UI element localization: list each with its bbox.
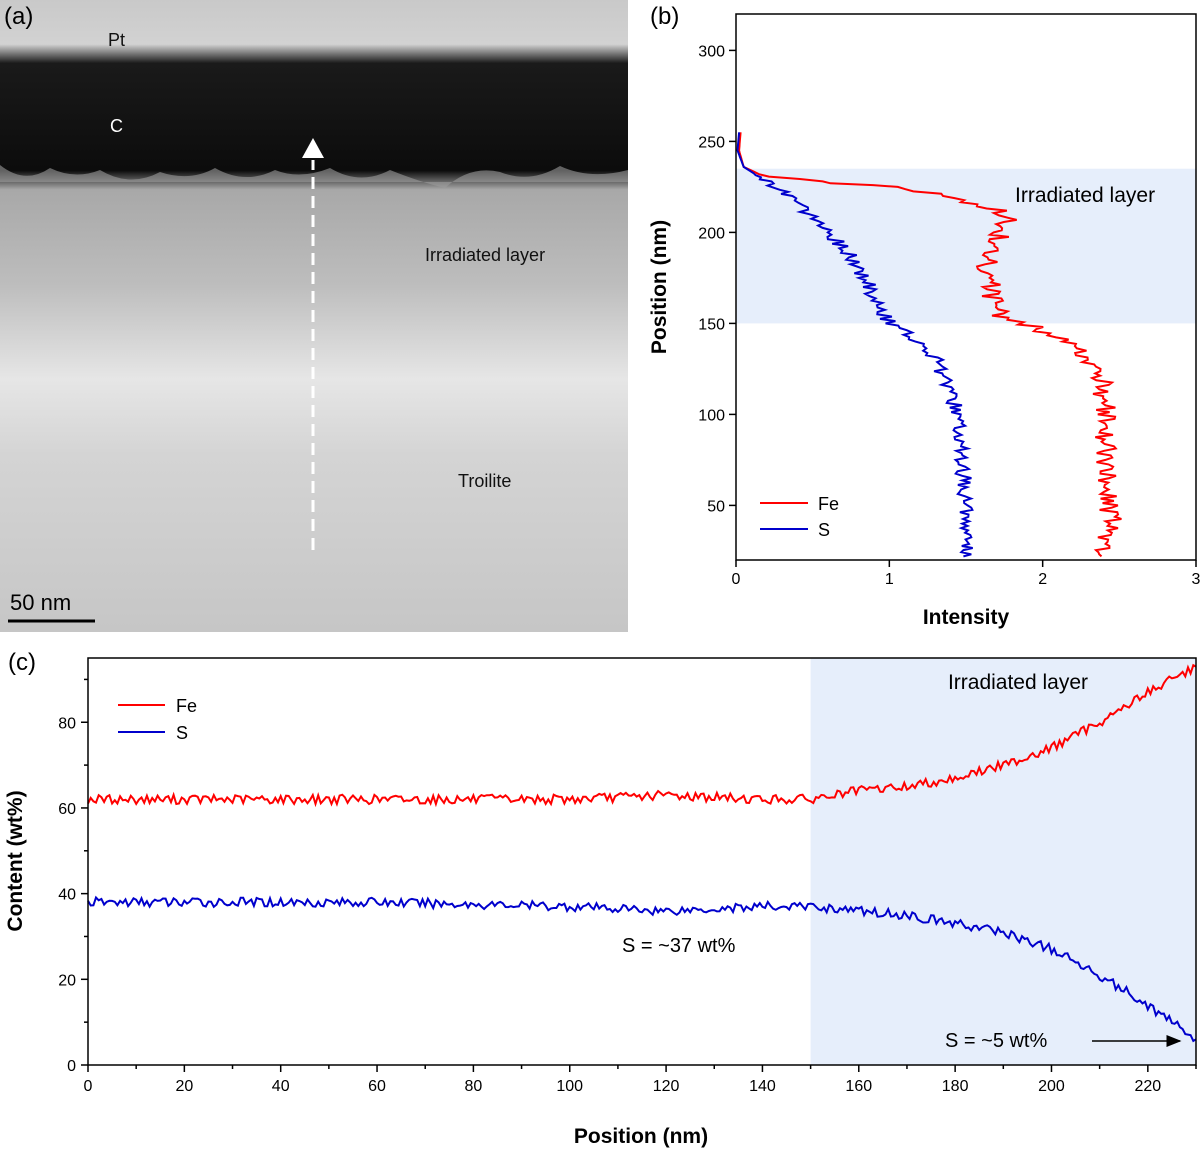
c-ytick-label: 80 [58,715,76,732]
panel-b-label: (b) [650,3,679,30]
pt-label: Pt [108,30,125,50]
c-xtick-label: 160 [845,1078,872,1095]
b-xtick-label: 0 [732,571,741,588]
c-legend-s: S [176,723,188,743]
c-xtick-label: 180 [942,1078,969,1095]
carbon-layer-edge [0,165,628,188]
c-legend-fe: Fe [176,696,197,716]
scale-bar-label: 50 nm [10,590,71,615]
b-ytick-label: 50 [707,498,725,515]
c-annotation-s5: S = ~5 wt% [945,1030,1047,1052]
c-band-label: Irradiated layer [948,671,1088,694]
b-ytick-label: 100 [698,407,725,424]
panel-b: (b) Irradiated layer 0 1 2 3 50 100 150 200 250 3… [648,3,1200,629]
c-xlabel: Position (nm) [574,1125,708,1148]
b-ytick-label: 150 [698,316,725,333]
b-xtick-label: 1 [885,571,894,588]
b-band-label: Irradiated layer [1015,184,1155,207]
c-xtick-label: 100 [556,1078,583,1095]
c-ticks: 0 20 40 60 80 100 120 140 160 180 200 220 0 20 40 60 80 [58,678,1197,1095]
c-ytick-label: 40 [58,887,76,904]
c-band [810,658,1196,1065]
c-xtick-label: 140 [749,1078,776,1095]
b-legend-fe: Fe [818,494,839,514]
panel-c: (c) Irradiated layer 0 20 40 60 80 100 120 140 1… [4,649,1197,1148]
c-xtick-label: 40 [272,1078,290,1095]
troilite-label: Troilite [458,471,511,491]
b-xtick-label: 3 [1192,571,1200,588]
c-xtick-label: 0 [84,1078,93,1095]
c-axes-frame [87,657,1197,1066]
c-xtick-label: 220 [1134,1078,1161,1095]
c-ylabel: Content (wt%) [4,790,27,931]
c-xtick-label: 60 [368,1078,386,1095]
c-xtick-label: 120 [653,1078,680,1095]
b-xtick-label: 2 [1038,571,1047,588]
b-axes-frame [735,13,1197,561]
b-ticks: 0 1 2 3 50 100 150 200 250 300 [698,43,1200,588]
c-ytick-label: 0 [67,1058,76,1075]
c-xtick-label: 20 [175,1078,193,1095]
panel-a: (a) Pt C Irradiated layer Troilite 50 nm [0,0,628,632]
b-s-line [736,132,974,558]
c-xtick-label: 200 [1038,1078,1065,1095]
b-legend-s: S [818,520,830,540]
panel-a-label: (a) [4,3,33,30]
b-ytick-label: 300 [698,43,725,60]
b-band [736,168,1196,324]
panel-c-label: (c) [8,649,36,676]
profile-arrowhead [302,138,324,158]
c-annotation-s37: S = ~37 wt% [622,935,736,957]
b-ylabel: Position (nm) [648,220,671,354]
c-fe-line [87,663,1197,808]
b-ytick-label: 250 [698,134,725,151]
c-label: C [110,116,123,136]
c-ytick-label: 60 [58,801,76,818]
c-ytick-label: 20 [58,972,76,989]
irradiated-label-a: Irradiated layer [425,245,545,265]
b-fe-line [738,132,1122,558]
c-s-line [87,895,1197,1043]
b-ytick-label: 200 [698,225,725,242]
b-xlabel: Intensity [923,606,1010,629]
c-xtick-label: 80 [464,1078,482,1095]
